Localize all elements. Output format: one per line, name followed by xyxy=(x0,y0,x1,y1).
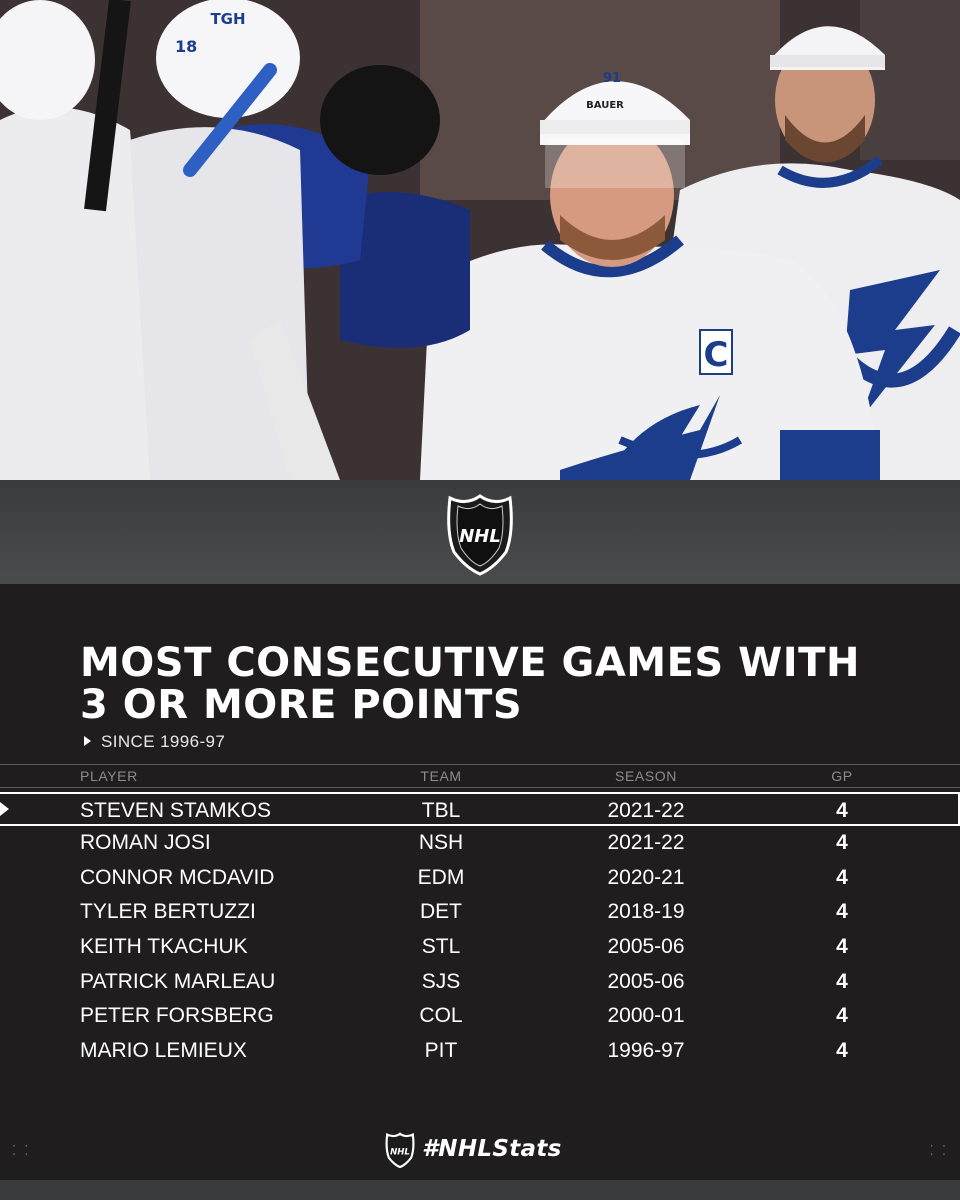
header-player: PLAYER xyxy=(80,768,138,784)
title-line-1: MOST CONSECUTIVE GAMES WITH xyxy=(80,640,860,686)
cell-gp: 4 xyxy=(836,831,848,854)
corner-dots-icon: ⁚ ⁚ xyxy=(929,1144,948,1159)
cell-team: EDM xyxy=(417,865,465,889)
table-row: PETER FORSBERG COL 2000-01 4 xyxy=(0,999,960,1034)
table-row-highlighted: STEVEN STAMKOS TBL 2021-22 4 xyxy=(0,792,960,826)
cell-player: PATRICK MARLEAU xyxy=(80,969,276,993)
cell-team: COL xyxy=(419,1004,463,1028)
table-header: PLAYER TEAM SEASON GP xyxy=(0,764,960,788)
svg-text:C: C xyxy=(704,335,729,375)
cell-season: 1996-97 xyxy=(607,1039,685,1063)
header-gp: GP xyxy=(831,768,853,784)
row-marker-icon xyxy=(0,802,9,816)
nhl-shield-small-icon: NHL xyxy=(385,1132,415,1168)
cell-season: 2018-19 xyxy=(607,900,685,924)
cell-gp: 4 xyxy=(836,1039,848,1063)
table-row: ROMAN JOSI NSH 2021-22 4 xyxy=(0,826,960,861)
cell-player: ROMAN JOSI xyxy=(80,831,211,854)
logo-band: NHL xyxy=(0,480,960,584)
svg-text:18: 18 xyxy=(175,37,197,56)
cell-player: TYLER BERTUZZI xyxy=(80,900,256,924)
cell-player: MARIO LEMIEUX xyxy=(80,1039,247,1063)
cell-team: SJS xyxy=(421,969,461,993)
title-line-2: 3 OR MORE POINTS xyxy=(80,682,523,728)
nhl-shield-logo: NHL xyxy=(447,494,513,576)
cell-player: PETER FORSBERG xyxy=(80,1004,274,1028)
header-team: TEAM xyxy=(420,768,462,784)
subtitle: SINCE 1996-97 xyxy=(84,732,225,752)
footer: NHL #NHLStats xyxy=(0,1132,960,1172)
svg-text:BAUER: BAUER xyxy=(586,100,624,111)
cell-player: CONNOR MCDAVID xyxy=(80,865,275,889)
stats-panel: MOST CONSECUTIVE GAMES WITH 3 OR MORE PO… xyxy=(0,584,960,1180)
subtitle-text: SINCE 1996-97 xyxy=(101,732,226,751)
cell-team: TBL xyxy=(421,799,461,822)
cell-season: 2000-01 xyxy=(607,1004,685,1028)
table-row: PATRICK MARLEAU SJS 2005-06 4 xyxy=(0,965,960,1000)
hashtag: #NHLStats xyxy=(422,1136,562,1162)
cell-season: 2021-22 xyxy=(607,831,685,854)
hero-photo: C 91 BAUER 18 TGH xyxy=(0,0,960,480)
header-season: SEASON xyxy=(615,768,677,784)
players-celebration-illustration: C 91 BAUER 18 TGH xyxy=(0,0,960,480)
table-row: CONNOR MCDAVID EDM 2020-21 4 xyxy=(0,861,960,896)
table-row: MARIO LEMIEUX PIT 1996-97 4 xyxy=(0,1034,960,1069)
page-title: MOST CONSECUTIVE GAMES WITH 3 OR MORE PO… xyxy=(80,642,900,726)
cell-gp: 4 xyxy=(836,865,848,889)
corner-dots-icon: ⁚ ⁚ xyxy=(12,1144,31,1159)
cell-gp: 4 xyxy=(836,900,848,924)
cell-team: DET xyxy=(420,900,462,924)
table-row: TYLER BERTUZZI DET 2018-19 4 xyxy=(0,895,960,930)
cell-gp: 4 xyxy=(836,1004,848,1028)
cell-player: KEITH TKACHUK xyxy=(80,935,248,959)
cell-season: 2005-06 xyxy=(607,935,685,959)
svg-text:NHL: NHL xyxy=(459,526,501,547)
svg-text:91: 91 xyxy=(603,71,621,86)
cell-team: PIT xyxy=(424,1039,458,1063)
svg-text:NHL: NHL xyxy=(390,1147,410,1157)
cell-season: 2021-22 xyxy=(607,799,685,822)
cell-season: 2020-21 xyxy=(607,865,685,889)
cell-gp: 4 xyxy=(836,799,848,822)
bottom-strip xyxy=(0,1180,960,1200)
table-row: KEITH TKACHUK STL 2005-06 4 xyxy=(0,930,960,965)
cell-season: 2005-06 xyxy=(607,969,685,993)
cell-team: STL xyxy=(421,935,461,959)
cell-team: NSH xyxy=(418,831,464,854)
cell-gp: 4 xyxy=(836,969,848,993)
svg-text:TGH: TGH xyxy=(210,10,245,28)
cell-gp: 4 xyxy=(836,935,848,959)
triangle-right-icon xyxy=(84,736,91,746)
cell-player: STEVEN STAMKOS xyxy=(80,799,271,822)
table-body: STEVEN STAMKOS TBL 2021-22 4 ROMAN JOSI … xyxy=(0,792,960,1069)
